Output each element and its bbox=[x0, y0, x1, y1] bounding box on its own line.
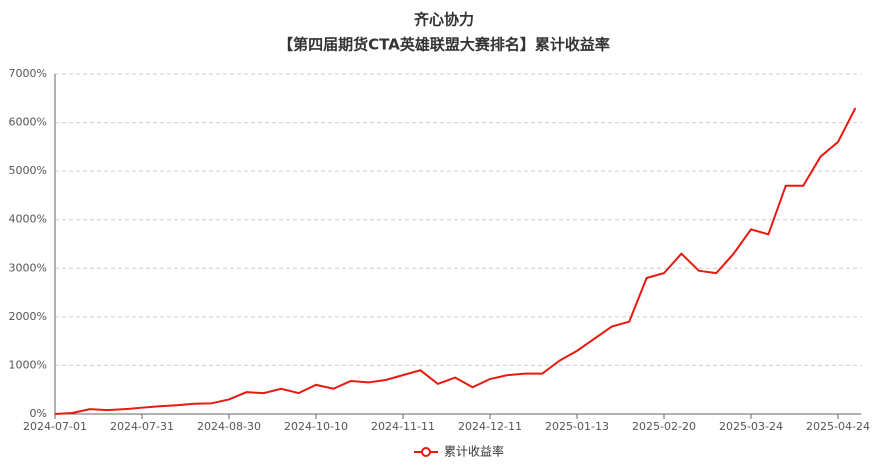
x-tick-label: 2025-04-24 bbox=[806, 420, 870, 433]
x-tick-label: 2025-03-24 bbox=[719, 420, 783, 433]
chart-subtitle: 【第四届期货CTA英雄联盟大赛排名】累计收益率 bbox=[278, 36, 610, 54]
y-tick-label: 3000% bbox=[9, 261, 47, 274]
legend-marker bbox=[421, 447, 431, 457]
y-tick-label: 1000% bbox=[9, 358, 47, 371]
y-tick-label: 6000% bbox=[9, 116, 47, 129]
x-tick-label: 2024-10-10 bbox=[284, 420, 348, 433]
y-tick-label: 5000% bbox=[9, 164, 47, 177]
y-tick-label: 2000% bbox=[9, 310, 47, 323]
x-tick-label: 2025-01-13 bbox=[545, 420, 609, 433]
chart-title: 齐心协力 bbox=[414, 11, 474, 29]
legend-label: 累计收益率 bbox=[444, 444, 504, 459]
y-tick-label: 0% bbox=[30, 407, 47, 420]
x-tick-label: 2024-07-01 bbox=[23, 420, 87, 433]
y-tick-label: 4000% bbox=[9, 213, 47, 226]
y-tick-label: 7000% bbox=[9, 67, 47, 80]
x-tick-label: 2024-12-11 bbox=[458, 420, 522, 433]
x-tick-label: 2024-08-30 bbox=[197, 420, 261, 433]
x-tick-label: 2024-11-11 bbox=[371, 420, 435, 433]
x-tick-label: 2024-07-31 bbox=[110, 420, 174, 433]
line-series bbox=[54, 107, 857, 415]
x-tick-label: 2025-02-20 bbox=[632, 420, 696, 433]
